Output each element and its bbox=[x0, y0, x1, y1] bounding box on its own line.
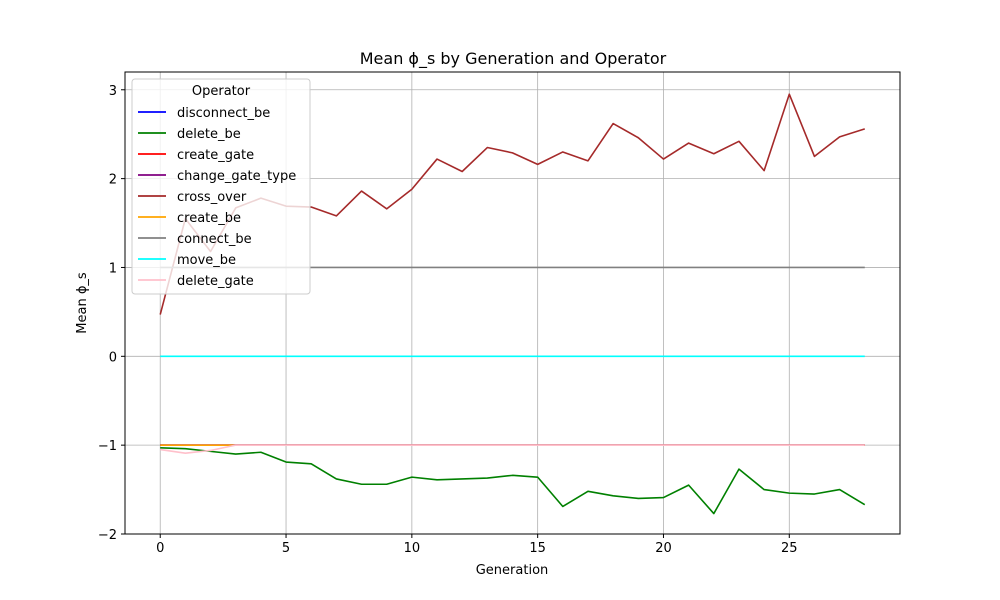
legend-label: create_be bbox=[177, 211, 241, 226]
x-tick-label: 0 bbox=[156, 541, 164, 556]
x-tick-label: 25 bbox=[781, 541, 798, 556]
legend-item-disconnect-be: disconnect_be bbox=[138, 106, 270, 121]
legend-label: cross_over bbox=[177, 190, 247, 205]
plot-frame bbox=[124, 71, 901, 535]
legend-item-delete-be: delete_be bbox=[138, 127, 241, 142]
legend-items: disconnect_be delete_be create_gate change_… bbox=[138, 106, 296, 289]
legend-item-delete-gate: delete_gate bbox=[138, 274, 254, 289]
x-tick-label: 20 bbox=[655, 541, 672, 556]
x-tick-label: 5 bbox=[282, 541, 290, 556]
legend-label: delete_be bbox=[177, 127, 241, 142]
legend-item-connect-be: connect_be bbox=[138, 232, 252, 247]
y-tick-label: −1 bbox=[98, 439, 117, 454]
series-line-delete-be bbox=[160, 447, 866, 515]
legend: Operator disconnect_be delete_be create_ga… bbox=[131, 78, 311, 295]
legend-label: change_gate_type bbox=[177, 169, 296, 184]
legend-label: connect_be bbox=[177, 232, 252, 247]
x-tick-label: 10 bbox=[404, 541, 421, 556]
axis-ticks: 0 5 10 15 20 25 −2 −1 0 1 2 3 bbox=[98, 84, 798, 556]
y-tick-label: 2 bbox=[109, 173, 117, 188]
x-axis-title: Generation bbox=[476, 563, 549, 578]
legend-title: Operator bbox=[192, 84, 251, 99]
y-tick-label: −2 bbox=[98, 528, 117, 543]
legend-label: create_gate bbox=[177, 148, 254, 163]
y-tick-label: 3 bbox=[109, 84, 117, 99]
x-tick-label: 15 bbox=[529, 541, 546, 556]
legend-label: disconnect_be bbox=[177, 106, 270, 121]
legend-label: delete_gate bbox=[177, 274, 254, 289]
series-line-delete-gate bbox=[160, 444, 865, 454]
y-tick-label: 1 bbox=[109, 261, 117, 276]
legend-item-create-gate: create_gate bbox=[138, 148, 254, 163]
legend-label: move_be bbox=[177, 253, 236, 268]
y-axis-title: Mean ϕ_s bbox=[75, 272, 90, 334]
legend-item-change-gate-type: change_gate_type bbox=[138, 169, 296, 184]
series-lines bbox=[159, 93, 866, 515]
y-tick-label: 0 bbox=[109, 350, 117, 365]
legend-box bbox=[131, 78, 311, 295]
legend-item-move-be: move_be bbox=[138, 253, 236, 268]
legend-item-create-be: create_be bbox=[138, 211, 241, 226]
chart-title: Mean ϕ_s by Generation and Operator bbox=[360, 49, 667, 69]
legend-item-cross-over: cross_over bbox=[138, 190, 247, 205]
